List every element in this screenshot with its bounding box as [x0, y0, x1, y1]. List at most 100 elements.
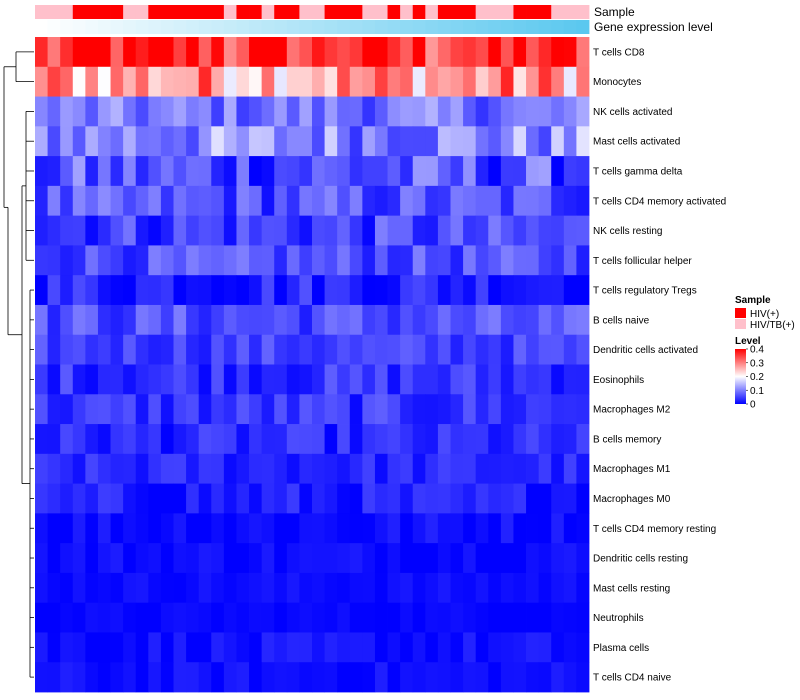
- gene-expression-cell: [148, 20, 162, 34]
- heatmap-cell: [286, 364, 300, 395]
- heatmap-cell: [72, 275, 86, 306]
- heatmap-cell: [274, 126, 288, 157]
- heatmap-cell: [211, 364, 225, 395]
- heatmap-cell: [551, 453, 565, 484]
- heatmap-cell: [551, 334, 565, 365]
- sample-annotation-cell: [72, 5, 86, 19]
- heatmap-cell: [324, 304, 338, 336]
- heatmap-cell: [437, 364, 451, 395]
- heatmap-cell: [274, 632, 288, 663]
- heatmap-cell: [412, 602, 426, 633]
- heatmap-cell: [261, 513, 275, 544]
- heatmap-cell: [148, 424, 162, 455]
- heatmap-cell: [274, 334, 288, 365]
- heatmap-cell: [576, 66, 590, 97]
- heatmap-cell: [47, 513, 61, 544]
- heatmap-cell: [312, 304, 325, 336]
- sample-annotation-cell: [349, 5, 363, 19]
- heatmap-cell: [513, 602, 527, 633]
- heatmap-cell: [35, 37, 48, 68]
- level-tick-label: 0.1: [750, 386, 764, 397]
- heatmap-cell: [223, 543, 237, 574]
- heatmap-cell: [72, 126, 86, 157]
- heatmap-cell: [186, 662, 200, 693]
- heatmap-cell: [186, 156, 200, 187]
- heatmap-cell: [261, 483, 275, 514]
- gene-expression-cell: [312, 20, 325, 34]
- heatmap-cell: [97, 185, 111, 217]
- heatmap-cell: [236, 632, 250, 663]
- heatmap-cell: [274, 364, 288, 395]
- heatmap-cell: [387, 394, 401, 425]
- heatmap-cell: [526, 215, 540, 246]
- heatmap-cell: [47, 602, 61, 633]
- heatmap-cell: [274, 245, 288, 276]
- heatmap-cell: [85, 364, 99, 395]
- sample-annotation-cell: [463, 5, 477, 19]
- heatmap-cell: [450, 66, 464, 97]
- heatmap-cell: [387, 245, 401, 276]
- heatmap-cell: [85, 37, 99, 68]
- heatmap-cell: [450, 453, 464, 484]
- heatmap-cell: [60, 602, 74, 633]
- heatmap-cell: [425, 37, 439, 68]
- heatmap-cell: [60, 483, 74, 514]
- heatmap-cell: [488, 424, 502, 455]
- sample-annotation-cell: [425, 5, 439, 19]
- sample-annotation-cell: [299, 5, 313, 19]
- heatmap-cell: [186, 37, 200, 68]
- row-label: T cells regulatory Tregs: [593, 286, 697, 297]
- heatmap-cell: [85, 602, 99, 633]
- heatmap-cell: [362, 275, 376, 306]
- heatmap-cell: [223, 513, 237, 544]
- sample-annotation-cell: [173, 5, 187, 19]
- heatmap-cell: [299, 572, 313, 604]
- heatmap-cell: [286, 275, 300, 306]
- heatmap-cell: [400, 394, 414, 425]
- heatmap-cell: [198, 572, 212, 604]
- heatmap-cell: [551, 424, 565, 455]
- heatmap-cell: [236, 156, 250, 187]
- heatmap-cell: [249, 66, 263, 97]
- heatmap-cell: [337, 66, 351, 97]
- heatmap-cell: [312, 424, 325, 455]
- heatmap-cell: [135, 572, 149, 604]
- heatmap-cell: [450, 215, 464, 246]
- heatmap-cell: [425, 662, 439, 693]
- sample-annotation-cell: [337, 5, 351, 19]
- heatmap-cell: [538, 66, 552, 97]
- heatmap-cell: [198, 126, 212, 157]
- heatmap-cell: [437, 185, 451, 217]
- heatmap-cell: [513, 96, 527, 127]
- heatmap-cell: [400, 483, 414, 514]
- heatmap-cell: [173, 126, 187, 157]
- heatmap-cell: [563, 632, 577, 663]
- heatmap-cell: [500, 483, 514, 514]
- heatmap-cell: [85, 185, 99, 217]
- heatmap-cell: [488, 543, 502, 574]
- sample-annotation-cell: [198, 5, 212, 19]
- heatmap-cell: [249, 543, 263, 574]
- heatmap-cell: [312, 453, 325, 484]
- heatmap-cell: [437, 66, 451, 97]
- heatmap-cell: [538, 185, 552, 217]
- heatmap-cell: [148, 632, 162, 663]
- heatmap-cell: [576, 543, 590, 574]
- heatmap-cell: [475, 543, 489, 574]
- heatmap-cell: [173, 543, 187, 574]
- heatmap-cell: [97, 275, 111, 306]
- sample-annotation-cell: [500, 5, 514, 19]
- heatmap-cell: [123, 126, 137, 157]
- heatmap-cell: [337, 185, 351, 217]
- heatmap-cell: [437, 126, 451, 157]
- heatmap-cell: [563, 66, 577, 97]
- heatmap-cell: [123, 543, 137, 574]
- heatmap-cell: [324, 156, 338, 187]
- gene-expression-cell: [526, 20, 540, 34]
- heatmap-cell: [576, 483, 590, 514]
- heatmap-cell: [526, 185, 540, 217]
- legend-label-hiv: HIV(+): [750, 309, 779, 320]
- heatmap-cell: [425, 275, 439, 306]
- heatmap-cell: [35, 304, 48, 336]
- heatmap-cell: [475, 245, 489, 276]
